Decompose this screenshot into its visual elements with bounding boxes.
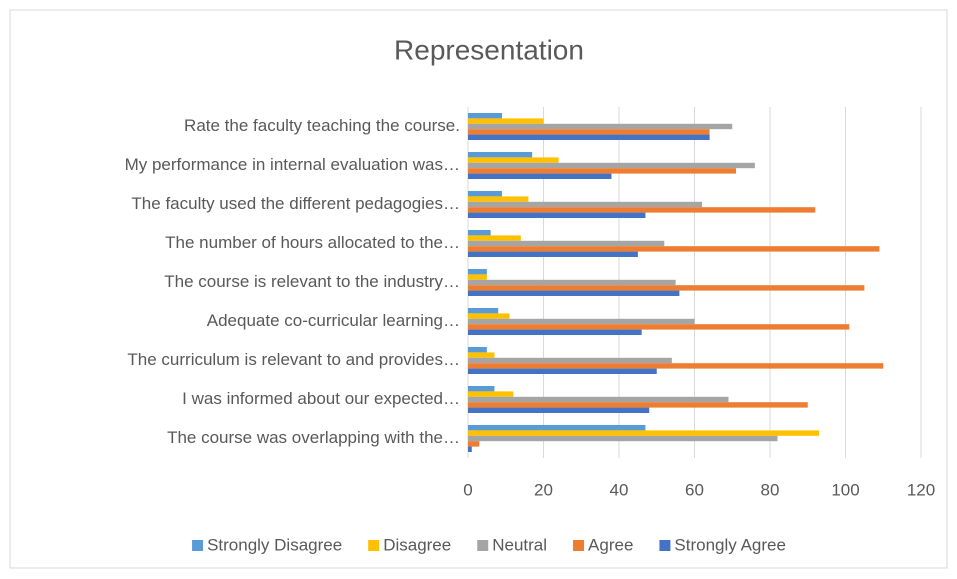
- y-tick-label: The course was overlapping with the…: [167, 428, 460, 447]
- x-tick-label: 60: [685, 480, 704, 499]
- legend-label: Strongly Disagree: [207, 535, 342, 554]
- bar: [468, 235, 521, 241]
- legend-label: Neutral: [492, 535, 547, 554]
- bar: [468, 173, 612, 179]
- y-tick-label: The faculty used the different pedagogie…: [131, 194, 460, 213]
- bar: [468, 279, 676, 286]
- bar: [468, 152, 533, 158]
- y-tick-label: My performance in internal evaluation wa…: [125, 155, 460, 174]
- y-tick-label: The course is relevant to the industry…: [164, 272, 460, 291]
- bar: [468, 329, 642, 335]
- x-tick-label: 20: [534, 480, 553, 499]
- bar: [468, 347, 487, 353]
- y-tick-label: The curriculum is relevant to and provid…: [127, 350, 460, 369]
- bar: [468, 246, 880, 252]
- legend-label: Disagree: [383, 535, 451, 554]
- chart-title: Representation: [394, 34, 584, 65]
- bar: [468, 324, 850, 330]
- bar: [468, 134, 710, 140]
- bar: [468, 441, 480, 447]
- bar: [468, 386, 495, 392]
- bar: [468, 402, 808, 408]
- bar: [468, 308, 499, 314]
- bar: [468, 352, 495, 358]
- bar: [468, 129, 710, 135]
- y-tick-label: Rate the faculty teaching the course.: [184, 116, 460, 135]
- x-tick-label: 40: [610, 480, 629, 499]
- bar: [468, 391, 514, 397]
- bar: [468, 446, 472, 452]
- bar: [468, 425, 646, 431]
- bar: [468, 269, 487, 275]
- bar: [468, 168, 737, 174]
- legend-swatch: [368, 540, 380, 551]
- x-tick-label: 120: [907, 480, 935, 499]
- bar: [468, 368, 657, 374]
- legend-label: Strongly Agree: [674, 535, 786, 554]
- bar: [468, 157, 559, 163]
- bar: [468, 196, 529, 202]
- bar: [468, 407, 650, 413]
- bar: [468, 274, 487, 280]
- legend-swatch: [573, 540, 585, 551]
- bar: [468, 430, 820, 436]
- bar: [468, 285, 865, 291]
- x-tick-label: 80: [761, 480, 780, 499]
- bar: [468, 118, 544, 124]
- bar: [468, 357, 672, 364]
- bar: [468, 363, 884, 369]
- y-tick-label: Adequate co-curricular learning…: [207, 311, 460, 330]
- bar: [468, 240, 665, 247]
- legend-label: Agree: [588, 535, 633, 554]
- bar: [468, 396, 729, 403]
- bar: [468, 201, 703, 208]
- bar: [468, 191, 502, 197]
- bar: [468, 123, 733, 130]
- x-tick-label: 0: [463, 480, 472, 499]
- bar: [468, 318, 695, 325]
- x-tick-label: 100: [831, 480, 859, 499]
- bar: [468, 435, 778, 442]
- bar: [468, 251, 638, 257]
- legend-swatch: [192, 540, 204, 551]
- bar: [468, 162, 755, 169]
- bar: [468, 113, 502, 119]
- bar: [468, 313, 510, 319]
- bar: [468, 212, 646, 218]
- bar: [468, 230, 491, 236]
- bar: [468, 207, 816, 213]
- y-tick-label: I was informed about our expected…: [182, 389, 460, 408]
- bar: [468, 290, 680, 296]
- legend-swatch: [477, 540, 489, 551]
- legend-swatch: [659, 540, 671, 551]
- y-tick-label: The number of hours allocated to the…: [165, 233, 460, 252]
